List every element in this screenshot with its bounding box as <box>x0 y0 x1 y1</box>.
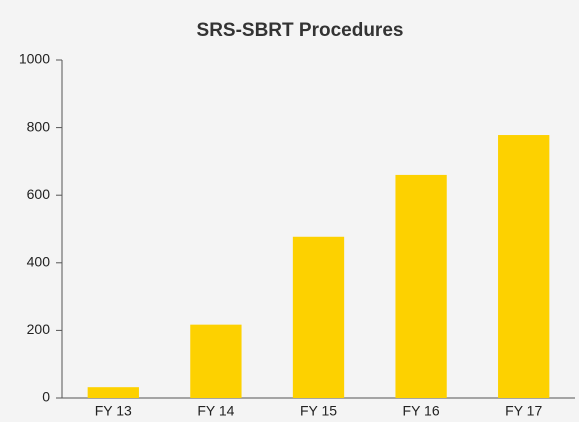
x-tick-label: FY 16 <box>403 403 440 419</box>
x-tick-label: FY 17 <box>505 403 542 419</box>
y-tick-label: 200 <box>27 321 51 337</box>
y-tick-label: 1000 <box>19 51 50 67</box>
chart-title: SRS-SBRT Procedures <box>197 20 404 41</box>
bar <box>87 387 139 398</box>
y-tick-label: 800 <box>27 118 51 134</box>
bar <box>190 324 242 398</box>
x-tick-label: FY 14 <box>197 403 234 419</box>
x-tick-label: FY 13 <box>95 403 132 419</box>
y-tick-label: 600 <box>27 186 51 202</box>
bar <box>498 135 550 398</box>
bar <box>292 236 345 398</box>
y-tick-label: 400 <box>27 254 51 270</box>
bar <box>395 174 447 398</box>
x-tick-label: FY 15 <box>300 403 337 419</box>
y-tick-label: 0 <box>42 389 50 405</box>
